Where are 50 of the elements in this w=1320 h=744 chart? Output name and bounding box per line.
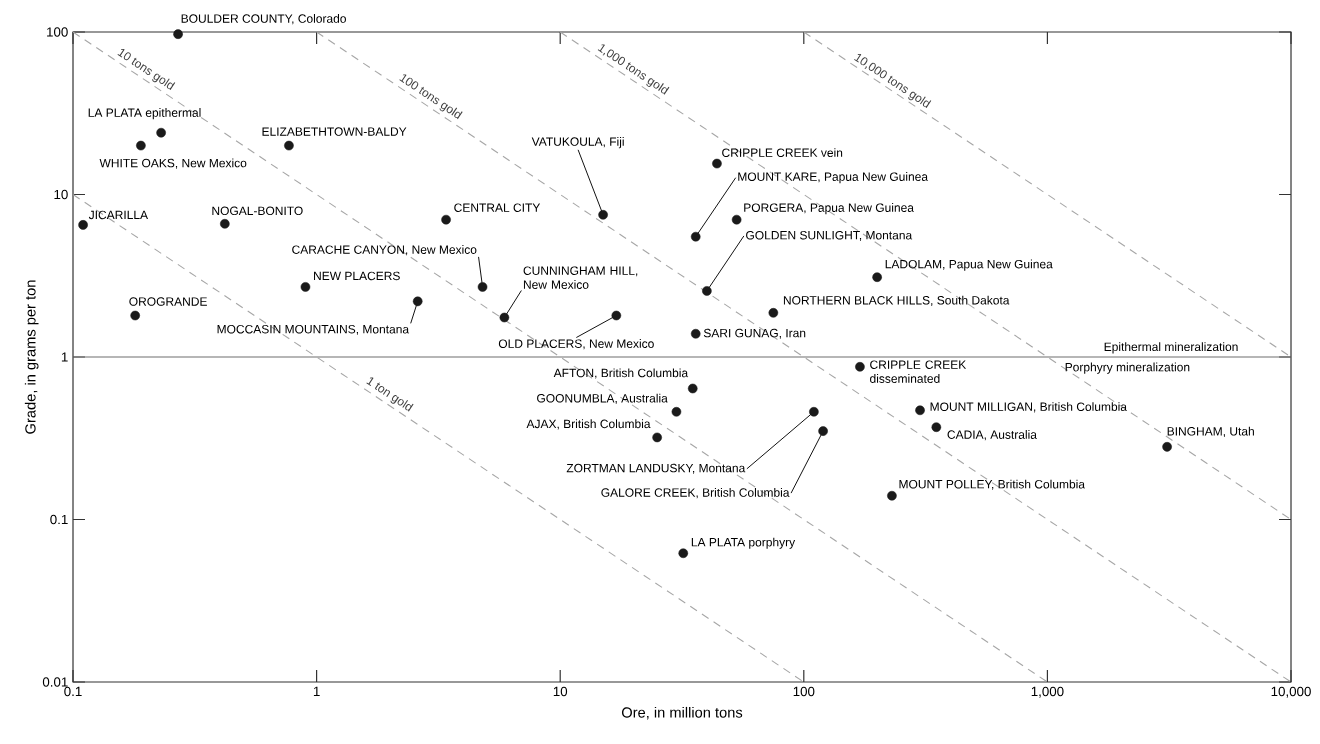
annotation: CENTRAL CITY bbox=[454, 203, 541, 212]
annotation: LA PLATA epithermal bbox=[88, 108, 201, 120]
annotation: Porphyry mineralization bbox=[1065, 362, 1190, 374]
annotation: NEW PLACERS bbox=[314, 271, 400, 281]
annotation: MOUNT KARE, Papua New Guinea bbox=[738, 172, 929, 184]
annotation: AJAX, British Columbia bbox=[526, 419, 651, 430]
annotation: GOLDEN SUNLIGHT, Montana bbox=[746, 230, 913, 241]
x-tick-label: 1 bbox=[313, 686, 320, 696]
annotation: SARI GUNAG, Iran bbox=[703, 328, 806, 339]
annotation: 10 tons gold bbox=[117, 49, 176, 91]
annotation: ZORTMAN LANDUSKY, Montana bbox=[566, 463, 746, 474]
y-tick-label: 10 bbox=[54, 189, 68, 200]
annotation: JICARILLA bbox=[88, 210, 149, 220]
annotation: BOULDER COUNTY, Colorado bbox=[181, 14, 346, 25]
annotation: CUNNINGHAM HILL, New Mexico bbox=[523, 266, 638, 289]
annotation: LADOLAM, Papua New Guinea bbox=[885, 259, 1053, 271]
annotation: NOGAL-BONITO bbox=[212, 206, 303, 216]
ref-line-label: Epithermal mineralization bbox=[1104, 342, 1238, 354]
annotation: 1 ton gold bbox=[366, 377, 414, 412]
y-tick-label: 100 bbox=[47, 27, 68, 37]
x-tick-label: 10 bbox=[553, 686, 568, 697]
annotation: NORTHERN BLACK HILLS, South Dakota bbox=[783, 295, 1010, 306]
annotation: OLD PLACERS, New Mexico bbox=[498, 339, 654, 350]
annotation: CRIPPLE CREEK vein bbox=[722, 148, 843, 157]
annotation: ELIZABETHTOWN-BALDY bbox=[262, 127, 407, 136]
y-tick-label: 1 bbox=[61, 352, 68, 362]
x-axis-title: Ore, in million tons bbox=[621, 706, 743, 720]
annotation: GOONUMBLA, Australia bbox=[537, 393, 668, 404]
annotation: MOUNT POLLEY, British Columbia bbox=[899, 479, 1085, 490]
annotation: OROGRANDE bbox=[129, 297, 207, 306]
x-tick-label: 10,000 bbox=[1271, 686, 1311, 698]
annotation: PORGERA, Papua New Guinea bbox=[744, 203, 914, 215]
annotation: VATUKOULA, Fiji bbox=[531, 137, 624, 149]
annotation: MOUNT MILLIGAN, British Columbia bbox=[930, 402, 1127, 413]
x-tick-label: 1,000 bbox=[1031, 686, 1064, 698]
annotation: CARACHE CANYON, New Mexico bbox=[292, 245, 477, 256]
annotation: AFTON, British Columbia bbox=[553, 368, 689, 379]
y-tick-label: 0.01 bbox=[42, 677, 68, 687]
annotation: 100 tons gold bbox=[399, 74, 463, 120]
annotation: CADIA, Australia bbox=[947, 430, 1037, 441]
x-tick-label: 0.1 bbox=[64, 686, 82, 697]
annotation: GALORE CREEK, British Columbia bbox=[601, 487, 790, 499]
annotation: MOCCASIN MOUNTAINS, Montana bbox=[217, 324, 410, 335]
y-axis-title: Grade, in grams per ton bbox=[24, 280, 39, 434]
y-tick-label: 0.1 bbox=[50, 514, 68, 525]
annotation: BINGHAM, Utah bbox=[1167, 426, 1254, 437]
annotation: WHITE OAKS, New Mexico bbox=[99, 158, 247, 169]
x-tick-label: 100 bbox=[793, 686, 815, 697]
annotation: LA PLATA porphyry bbox=[691, 537, 796, 549]
annotation: CRIPPLE CREEK disseminated bbox=[870, 360, 967, 383]
